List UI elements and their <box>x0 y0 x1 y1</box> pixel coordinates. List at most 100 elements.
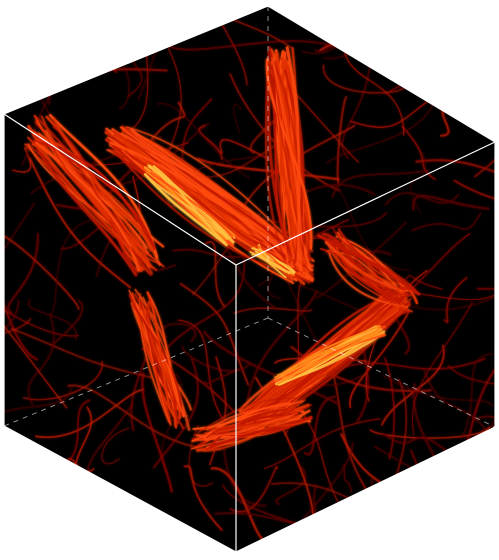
filament-strand <box>101 427 130 465</box>
filament-strand <box>204 240 226 308</box>
filament-strand <box>204 368 239 385</box>
filament-strand <box>177 319 234 433</box>
filament-strand <box>411 212 482 232</box>
filament-strand <box>150 101 186 141</box>
cube-back-edges <box>3 6 496 428</box>
filament-strand <box>22 360 103 401</box>
filament-strand <box>275 465 307 506</box>
filament-strand <box>23 467 93 505</box>
filament-strand <box>329 364 380 509</box>
filament-strand <box>202 404 295 452</box>
filament-strand <box>476 287 495 298</box>
filament-strand <box>257 276 282 300</box>
filament-strand <box>197 157 340 181</box>
filament-strand <box>27 313 55 406</box>
filament-strand <box>50 220 91 316</box>
filament-strand <box>197 397 298 434</box>
filament-strand <box>37 462 62 508</box>
filament-strand <box>251 253 295 274</box>
filament-strand <box>188 425 214 487</box>
filament-strand <box>324 241 402 292</box>
filament-strand <box>246 290 318 402</box>
filament-strand <box>12 146 32 173</box>
filament-strand <box>233 307 313 315</box>
filament-strand <box>202 402 292 439</box>
filament-strand <box>152 358 199 469</box>
cube-front-edges <box>3 5 496 553</box>
filament-strand <box>257 245 295 278</box>
filament-strand <box>327 249 409 309</box>
filament-strand <box>144 173 228 247</box>
filament-strand <box>436 6 495 105</box>
filament-strand <box>341 58 372 160</box>
filament-strand <box>203 330 339 405</box>
filament-strand <box>109 141 305 270</box>
filament-strand <box>322 64 405 94</box>
filament-strand <box>150 171 234 238</box>
filament-strand <box>264 418 381 469</box>
filament-strand <box>209 356 227 466</box>
filament-strand <box>331 169 429 199</box>
filament-strand <box>381 344 445 426</box>
filament-strand <box>60 203 126 250</box>
filament-strand <box>384 192 460 206</box>
filament-strand <box>208 404 312 431</box>
filament-strand <box>277 327 381 377</box>
filament-strand <box>47 136 146 270</box>
filament-strand <box>325 241 418 293</box>
filament-strand <box>323 6 456 60</box>
filament-strand <box>384 542 399 552</box>
filament-strand <box>130 6 149 130</box>
filament-strand <box>152 165 227 244</box>
filament-strand <box>401 501 451 542</box>
filament-strand <box>10 327 154 379</box>
filament-strand <box>205 409 295 439</box>
filament-strand <box>343 463 353 493</box>
filament-strand <box>54 31 157 54</box>
filament-strand <box>122 176 142 255</box>
filament-strand <box>369 426 491 439</box>
filament-strand <box>4 387 73 420</box>
filament-strand <box>443 276 468 323</box>
filament-strand <box>344 357 486 370</box>
filament-strand <box>412 194 490 211</box>
filament-strand <box>181 345 251 372</box>
filament-strand <box>343 37 405 136</box>
filament-strand <box>333 183 412 271</box>
filament-strand <box>4 299 20 419</box>
filament-strand <box>7 233 39 314</box>
filament-strand <box>4 202 36 335</box>
filament-strand <box>285 46 301 267</box>
filament-strand <box>65 6 81 35</box>
filament-strand <box>461 353 494 439</box>
filament-strand <box>115 151 288 274</box>
filament-strand <box>146 291 185 417</box>
filament-strand <box>321 512 353 552</box>
filament-strand <box>141 372 173 493</box>
filament-strand <box>146 291 171 411</box>
filament-strand <box>238 301 394 412</box>
filament-strand <box>411 301 473 436</box>
filament-strand <box>4 230 80 310</box>
filament-strand <box>336 96 348 184</box>
filament-strand <box>462 6 485 32</box>
filament-strand <box>34 388 145 439</box>
filament-strand <box>4 318 32 370</box>
filament-strand <box>52 117 152 268</box>
filament-strand <box>128 289 172 426</box>
filament-strand <box>28 157 132 289</box>
filament-strand <box>194 6 248 86</box>
filament-strand <box>52 299 84 345</box>
filament-strand <box>179 282 250 386</box>
filament-strand <box>473 114 495 178</box>
filament-strand <box>326 92 438 164</box>
filament-strand <box>219 139 271 161</box>
filament-strand <box>4 47 51 106</box>
filament-strand <box>264 56 290 273</box>
filament-strand <box>143 173 229 240</box>
filament-strand <box>384 357 395 460</box>
filament-strand <box>282 63 295 253</box>
filament-strand <box>335 246 405 297</box>
